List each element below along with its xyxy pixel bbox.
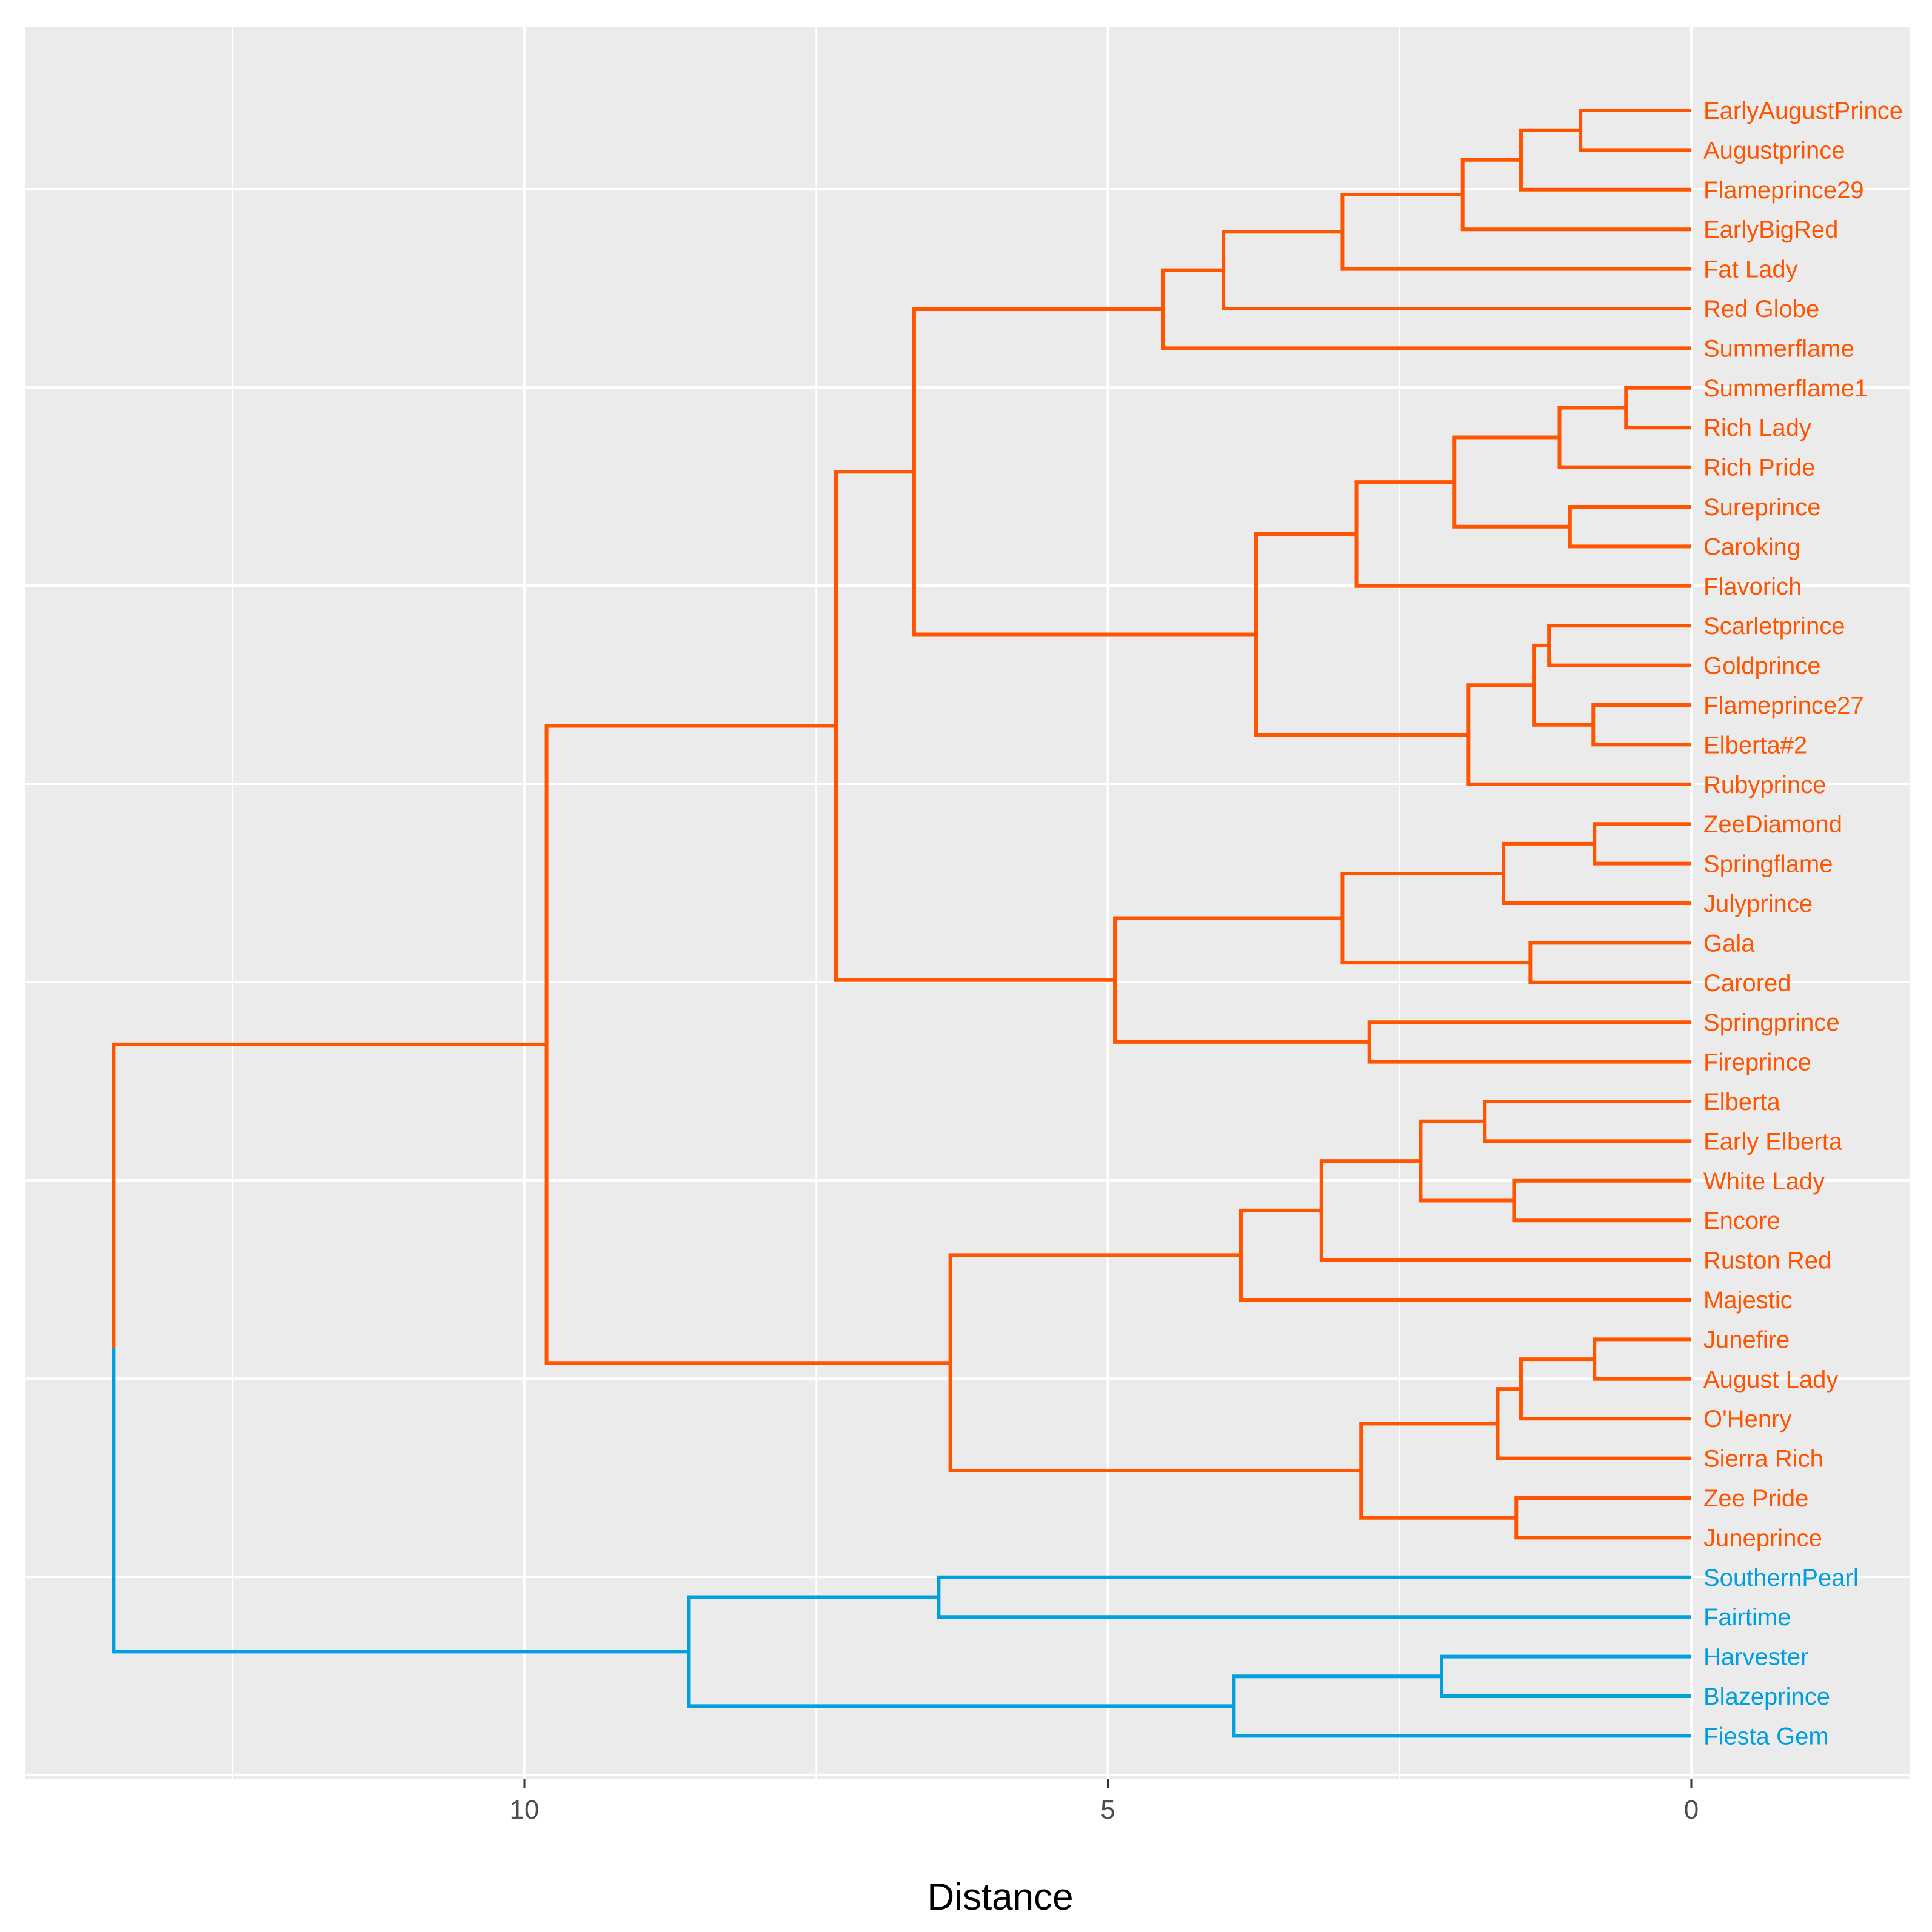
- leaf-label: Summerflame1: [1703, 375, 1868, 402]
- leaf-label: Springflame: [1703, 851, 1833, 878]
- leaf-label: EarlyBigRed: [1703, 216, 1838, 243]
- leaf-label: Early Elberta: [1703, 1128, 1843, 1155]
- leaf-label: Fairtime: [1703, 1604, 1791, 1631]
- leaf-label: Rubyprince: [1703, 772, 1826, 798]
- x-tick-label: 5: [1100, 1795, 1115, 1825]
- grid-minor: [232, 27, 1400, 1779]
- leaf-label: August Lady: [1703, 1366, 1838, 1393]
- leaf-label: Summerflame: [1703, 335, 1854, 362]
- merge-link: [1557, 406, 1691, 469]
- leaf-label: Ruston Red: [1703, 1248, 1831, 1274]
- dendrogram-tree: [112, 109, 1691, 1738]
- leaf-label: Encore: [1703, 1208, 1780, 1234]
- leaf-label: Springprince: [1703, 1009, 1840, 1036]
- leaf-label: Sureprince: [1703, 494, 1820, 521]
- leaf-label: Majestic: [1703, 1287, 1793, 1314]
- merge-link: [1532, 643, 1594, 727]
- merge-link: [1593, 822, 1691, 866]
- leaf-label: Flavorich: [1703, 573, 1802, 600]
- merge-link: [1593, 1337, 1691, 1381]
- merge-link: [687, 1595, 1234, 1708]
- merge-link: [948, 1253, 1362, 1473]
- x-axis-title: Distance: [927, 1876, 1073, 1918]
- leaf-label: Blazeprince: [1703, 1683, 1830, 1710]
- leaf-label: Sierra Rich: [1703, 1446, 1823, 1472]
- leaf-label: Red Globe: [1703, 296, 1819, 323]
- merge-link: [1254, 532, 1469, 737]
- leaf-label: Carored: [1703, 970, 1791, 997]
- leaf-label: Elberta: [1703, 1089, 1780, 1115]
- leaf-label: Rich Lady: [1703, 415, 1811, 441]
- leaf-label: Fiesta Gem: [1703, 1723, 1829, 1750]
- leaf-label: Flameprince29: [1703, 177, 1864, 204]
- leaf-label: SouthernPearl: [1703, 1565, 1859, 1591]
- leaf-label: Fat Lady: [1703, 256, 1798, 283]
- merge-link: [1340, 871, 1531, 965]
- leaf-label: Fireprince: [1703, 1049, 1811, 1076]
- leaf-label: Caroking: [1703, 533, 1800, 560]
- leaf-label: Julyprince: [1703, 891, 1813, 917]
- merge-link: [1359, 1422, 1517, 1520]
- leaf-label: Zee Pride: [1703, 1485, 1808, 1512]
- leaf-label: O'Henry: [1703, 1406, 1791, 1432]
- leaf-label: Gala: [1703, 930, 1755, 957]
- leaf-label: Goldprince: [1703, 653, 1820, 680]
- leaf-label: ZeeDiamond: [1703, 811, 1842, 838]
- merge-link: [937, 1575, 1691, 1619]
- merge-link: [1579, 109, 1691, 152]
- leaf-label: Elberta#2: [1703, 732, 1807, 758]
- leaf-label: Flameprince27: [1703, 692, 1864, 719]
- merge-link: [1340, 192, 1691, 271]
- leaf-label: Junefire: [1703, 1326, 1790, 1353]
- leaf-label: Rich Pride: [1703, 455, 1816, 481]
- leaf-label: Juneprince: [1703, 1525, 1822, 1551]
- leaf-label: Augustprince: [1703, 137, 1845, 164]
- merge-link: [1452, 435, 1570, 529]
- x-axis: 10 5 0: [510, 1779, 1699, 1825]
- leaf-label: EarlyAugustPrince: [1703, 98, 1903, 124]
- x-tick-label: 10: [510, 1795, 540, 1825]
- x-tick-label: 0: [1684, 1795, 1699, 1825]
- leaf-label: White Lady: [1703, 1168, 1825, 1195]
- leaf-label: Harvester: [1703, 1644, 1808, 1671]
- leaf-label: Scarletprince: [1703, 613, 1845, 640]
- leaf-labels: EarlyAugustPrince Augustprince Flameprince…: [1703, 98, 1903, 1750]
